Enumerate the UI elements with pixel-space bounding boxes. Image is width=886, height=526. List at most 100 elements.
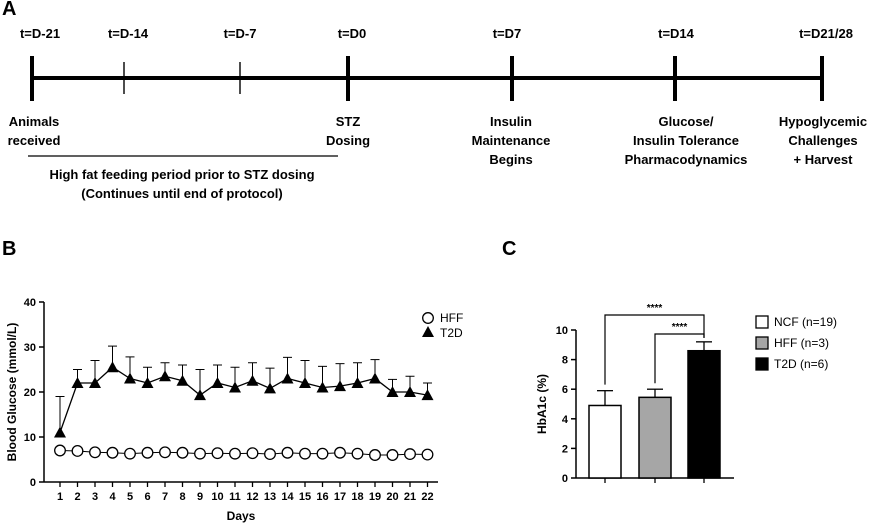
event-glucose-insulin-tolerance: Glucose/ Insulin Tolerance Pharmacodynam… [625, 112, 748, 169]
data-point-hff [351, 447, 364, 460]
data-point-hff [54, 444, 66, 457]
hff-note-line: High fat feeding period prior to STZ dos… [49, 167, 315, 182]
data-point-t2d [404, 386, 416, 397]
data-point-t2d [89, 377, 101, 388]
data-point-t2d [71, 377, 84, 388]
x-tick-label: 21 [404, 491, 416, 503]
x-tick-label: 16 [316, 491, 328, 503]
data-point-t2d [299, 377, 311, 388]
x-tick-label: 8 [179, 491, 185, 503]
x-tick-label: 10 [211, 491, 223, 503]
data-point-hff [211, 447, 224, 460]
data-point-hff [124, 447, 136, 460]
x-tick-label: 14 [281, 491, 294, 503]
y-tick-label: 4 [562, 414, 569, 426]
legend-marker-t2d [422, 326, 434, 337]
x-tick-label: 22 [421, 491, 433, 503]
bar [588, 404, 622, 479]
data-point-t2d [316, 381, 329, 393]
legend-label-hff: HFF [440, 311, 463, 325]
timeline-label-d-14: t=D-14 [107, 26, 149, 41]
legend-swatch [755, 336, 769, 350]
event-line: Insulin [490, 114, 532, 129]
legend-label: HFF (n=3) [774, 336, 829, 350]
data-point-hff [264, 448, 276, 461]
y-axis-title: HbA1c (%) [535, 374, 549, 434]
data-point-hff [369, 449, 381, 461]
timeline-label-d-7: t=D-7 [223, 26, 257, 41]
x-tick-label: 19 [369, 491, 381, 503]
event-line: received [7, 133, 61, 148]
y-tick-label: 0 [562, 473, 568, 485]
y-tick-label: 20 [24, 387, 36, 399]
event-line: Animals [8, 114, 60, 129]
x-tick-label: 6 [144, 491, 150, 503]
timeline-label-d21-28: t=D21/28 [799, 26, 853, 41]
x-tick-label: 20 [386, 491, 398, 503]
timeline-axis [28, 56, 824, 157]
event-line: Dosing [325, 133, 371, 148]
timeline-label-d7: t=D7 [492, 26, 522, 41]
timeline-label-d0: t=D0 [337, 26, 367, 41]
panel-b-label: B [2, 238, 17, 260]
legend-swatch [755, 357, 769, 371]
x-tick-label: 12 [246, 491, 258, 503]
data-point-hff [176, 446, 189, 459]
y-tick-label: 10 [556, 325, 568, 337]
data-point-hff [299, 447, 311, 460]
event-line: STZ [335, 114, 361, 129]
event-line: Glucose/ [658, 114, 714, 129]
legend-label: NCF (n=19) [774, 315, 837, 329]
significance-bracket [654, 333, 705, 384]
data-point-hff [141, 446, 154, 459]
x-tick-label: 3 [92, 491, 98, 503]
data-point-hff [404, 448, 416, 461]
data-point-t2d [124, 372, 136, 384]
data-point-t2d [141, 377, 154, 388]
data-point-hff [194, 447, 206, 460]
data-point-t2d [176, 374, 189, 386]
event-line: Begins [489, 152, 533, 167]
x-tick-label: 9 [197, 491, 203, 503]
legend-label: T2D (n=6) [774, 357, 828, 371]
legend-marker-hff [422, 312, 434, 324]
event-line: Insulin Tolerance [633, 133, 739, 148]
event-line: Pharmacodynamics [624, 152, 748, 167]
data-point-t2d [421, 389, 434, 401]
data-point-t2d [106, 361, 119, 373]
bar [638, 396, 672, 479]
y-tick-label: 30 [24, 342, 36, 354]
legend-swatch [755, 315, 769, 329]
event-line: + Harvest [793, 152, 853, 167]
y-tick-label: 2 [562, 443, 568, 455]
x-tick-label: 4 [109, 491, 116, 503]
y-tick-label: 40 [24, 297, 36, 309]
data-point-t2d [211, 377, 224, 388]
y-tick-label: 8 [562, 355, 568, 367]
data-point-t2d [334, 380, 346, 392]
event-hypoglycemic-challenges: Hypoglycemic Challenges + Harvest [779, 112, 867, 169]
timeline-label-d-21: t=D-21 [19, 26, 61, 41]
series-line-hff [59, 450, 428, 456]
significance-bracket [604, 314, 705, 385]
x-tick-label: 13 [264, 491, 276, 503]
y-axis-title: Blood Glucose (mmol/L) [5, 323, 19, 462]
event-animals-received: Animals received [8, 112, 61, 150]
data-point-hff [71, 444, 84, 457]
data-point-t2d [264, 382, 276, 394]
data-point-t2d [246, 374, 259, 386]
data-point-hff [246, 447, 259, 460]
timeline-label-d14: t=D14 [658, 26, 694, 41]
x-tick-label: 5 [127, 491, 133, 503]
significance-label: **** [647, 303, 663, 314]
hff-feeding-note: High fat feeding period prior to STZ dos… [12, 165, 352, 203]
significance-label: **** [672, 322, 688, 333]
bar [687, 349, 721, 479]
x-tick-label: 2 [74, 491, 80, 503]
data-point-t2d [229, 381, 241, 393]
data-point-hff [159, 446, 171, 459]
event-line: Challenges [788, 133, 858, 148]
panel-a-label: A [2, 0, 17, 20]
data-point-hff [281, 446, 294, 459]
